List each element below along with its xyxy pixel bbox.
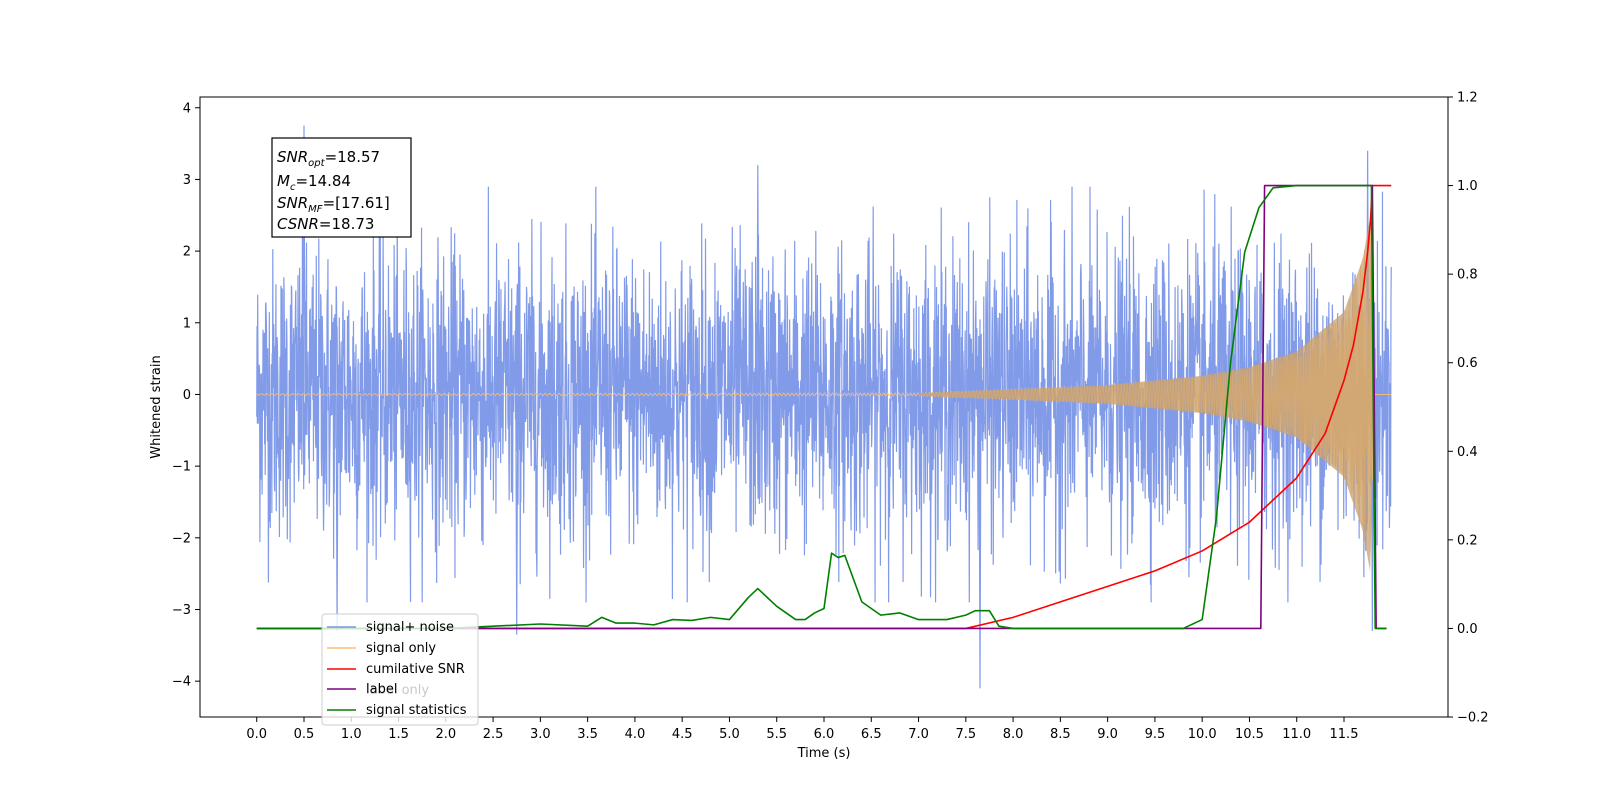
x-tick-label: 3.5 <box>577 727 598 742</box>
x-tick-label: 2.5 <box>483 727 504 742</box>
x-tick-label: 6.0 <box>814 727 835 742</box>
y2-tick-label: 0.6 <box>1457 356 1478 371</box>
legend-label-label: label <box>366 682 397 697</box>
y-tick-label: 1 <box>183 316 191 331</box>
info-box: SNRopt=18.57 Mc=14.84 SNRMF=[17.61] CSNR… <box>271 137 412 238</box>
legend-label-signal-statistics: signal statistics <box>366 703 467 718</box>
x-tick-label: 7.0 <box>908 727 929 742</box>
y-tick-label: −1 <box>172 460 191 475</box>
y-tick-label: 3 <box>183 173 191 188</box>
snr-mf-base: SNR <box>277 194 308 212</box>
x-tick-label: 7.5 <box>955 727 976 742</box>
legend-item-signal-only: signal only <box>327 641 436 656</box>
x-tick-label: 0.5 <box>294 727 315 742</box>
x-tick-label: 5.5 <box>766 727 787 742</box>
info-box-frame <box>271 137 412 238</box>
legend-label-signal-noise: signal+ noise <box>366 620 454 635</box>
y2-tick-label: 0.4 <box>1457 445 1478 460</box>
legend-hidden-label: label only <box>366 683 429 698</box>
x-tick-label: 11.0 <box>1282 727 1311 742</box>
y-tick-label: −2 <box>172 531 191 546</box>
x-tick-label: 1.0 <box>341 727 362 742</box>
x-tick-label: 3.0 <box>530 727 551 742</box>
series-signal-statistics <box>256 184 1387 630</box>
mc-base: M <box>277 172 290 190</box>
legend-label-cumulative-snr: cumilative SNR <box>366 662 465 677</box>
snr-opt-value: =18.57 <box>325 148 381 166</box>
y2-tick-label: 0.0 <box>1457 622 1478 637</box>
x-tick-label: 0.0 <box>246 727 267 742</box>
x-tick-label: 4.5 <box>672 727 693 742</box>
y2-tick-label: 1.2 <box>1457 91 1478 106</box>
legend-frame <box>321 613 479 726</box>
snr-mf-annotation: SNRMF=[17.61] <box>277 194 390 215</box>
x-tick-label: 4.0 <box>625 727 646 742</box>
snr-opt-base: SNR <box>277 148 308 166</box>
y-tick-label: 4 <box>183 101 191 116</box>
x-tick-label: 10.5 <box>1235 727 1264 742</box>
legend-item-label: label <box>327 682 397 697</box>
x-tick-label: 1.5 <box>388 727 409 742</box>
x-tick-label: 2.0 <box>435 727 456 742</box>
snr-opt-sub: opt <box>308 158 325 169</box>
x-tick-label: 6.5 <box>861 727 882 742</box>
snr-mf-value: =[17.61] <box>323 194 390 212</box>
series-cumulative-snr <box>256 184 1392 630</box>
y2-tick-label: 0.2 <box>1457 533 1478 548</box>
x-tick-label: 8.5 <box>1050 727 1071 742</box>
x-tick-label: 5.0 <box>719 727 740 742</box>
y-tick-label: 0 <box>183 388 191 403</box>
y2-tick-label: −0.2 <box>1457 711 1489 726</box>
y-tick-label: −3 <box>172 603 191 618</box>
snr-opt-annotation: SNRopt=18.57 <box>277 148 380 169</box>
y-tick-label: 2 <box>183 245 191 260</box>
mc-value: =14.84 <box>295 172 351 190</box>
snr-mf-sub: MF <box>308 204 323 215</box>
x-tick-label: 9.5 <box>1145 727 1166 742</box>
y-tick-label: −4 <box>172 675 191 690</box>
x-tick-label: 8.0 <box>1003 727 1024 742</box>
series-signal-only-envelope <box>918 217 1373 572</box>
x-axis-label: Time (s) <box>797 746 851 761</box>
csnr-annotation: CSNR=18.73 <box>277 215 374 233</box>
legend: label only signal+ noise signal only cum… <box>321 613 479 726</box>
x-tick-label: 11.5 <box>1330 727 1359 742</box>
legend-item-signal-noise: signal+ noise <box>327 620 454 635</box>
y2-tick-label: 0.8 <box>1457 268 1478 283</box>
legend-item-cumulative-snr: cumilative SNR <box>327 662 465 677</box>
plot-area <box>256 125 1392 689</box>
x-tick-label: 9.0 <box>1097 727 1118 742</box>
mc-annotation: Mc=14.84 <box>277 172 351 193</box>
legend-item-signal-statistics: signal statistics <box>327 703 467 718</box>
y-axis-label: Whitened strain <box>149 355 164 458</box>
csnr-base: CSNR <box>277 215 319 233</box>
csnr-value: =18.73 <box>319 215 375 233</box>
x-tick-label: 10.0 <box>1188 727 1217 742</box>
y2-tick-label: 1.0 <box>1457 179 1478 194</box>
mc-sub: c <box>290 182 296 193</box>
axes-ticks: 0.0 0.5 1.0 1.5 2.0 2.5 3.0 3.5 4.0 4.5 5.0 5.5 6.0 6… <box>172 91 1489 743</box>
legend-label-signal-only: signal only <box>366 641 436 656</box>
